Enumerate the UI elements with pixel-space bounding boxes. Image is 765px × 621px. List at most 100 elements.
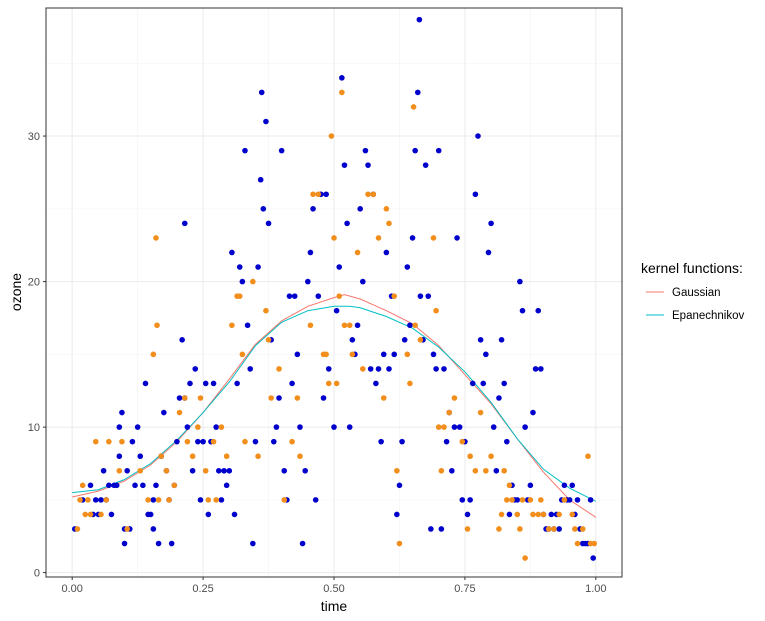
point-blue xyxy=(231,511,238,518)
point-blue xyxy=(375,366,382,372)
point-blue xyxy=(430,351,437,358)
point-blue xyxy=(210,380,217,387)
point-blue xyxy=(239,278,246,285)
point-blue xyxy=(336,264,343,270)
point-blue xyxy=(409,235,416,241)
point-orange xyxy=(281,497,288,503)
legend-label-epanechnikov: Epanechnikov xyxy=(672,310,744,322)
point-blue xyxy=(305,278,311,285)
point-orange xyxy=(189,453,196,460)
point-orange xyxy=(477,409,484,416)
point-blue xyxy=(425,293,432,299)
point-orange xyxy=(307,322,314,329)
point-orange xyxy=(591,540,598,547)
point-orange xyxy=(333,380,340,387)
point-orange xyxy=(441,424,447,430)
point-orange xyxy=(404,351,411,358)
point-blue xyxy=(416,16,423,23)
point-blue xyxy=(315,293,322,299)
point-blue xyxy=(289,380,295,387)
point-blue xyxy=(147,511,154,518)
point-orange xyxy=(451,395,458,401)
point-blue xyxy=(412,147,418,154)
point-blue xyxy=(574,497,581,503)
point-blue xyxy=(250,540,256,547)
y-tick-label: 10 xyxy=(28,422,40,434)
point-orange xyxy=(360,366,366,372)
point-blue xyxy=(116,453,123,460)
point-orange xyxy=(435,424,442,430)
point-blue xyxy=(339,75,345,81)
point-orange xyxy=(464,526,471,532)
point-orange xyxy=(210,438,217,445)
point-blue xyxy=(113,482,120,489)
point-blue xyxy=(325,366,332,372)
point-blue xyxy=(299,540,306,547)
point-orange xyxy=(509,497,515,503)
data-points xyxy=(72,16,598,561)
point-blue xyxy=(252,438,259,445)
point-orange xyxy=(92,438,99,445)
point-orange xyxy=(336,293,343,299)
point-orange xyxy=(98,511,104,518)
point-orange xyxy=(410,104,417,110)
point-blue xyxy=(116,424,123,430)
point-blue xyxy=(260,206,267,212)
point-blue xyxy=(394,511,400,518)
point-orange xyxy=(268,395,274,401)
point-orange xyxy=(579,526,586,532)
point-blue xyxy=(428,526,434,532)
point-blue xyxy=(401,336,408,343)
point-blue xyxy=(312,497,319,503)
point-orange xyxy=(328,133,335,139)
point-blue xyxy=(197,497,204,503)
point-orange xyxy=(239,351,246,358)
point-blue xyxy=(365,162,371,168)
point-blue xyxy=(483,351,489,358)
point-blue xyxy=(218,497,225,503)
point-orange xyxy=(527,497,534,503)
point-blue xyxy=(438,526,445,532)
point-blue xyxy=(433,366,439,372)
point-blue xyxy=(195,438,201,445)
point-orange xyxy=(205,497,212,503)
point-blue xyxy=(383,249,390,256)
point-orange xyxy=(504,497,510,503)
point-orange xyxy=(349,351,356,358)
point-orange xyxy=(556,511,562,518)
point-blue xyxy=(514,497,521,503)
point-orange xyxy=(250,278,256,285)
point-blue xyxy=(417,293,424,299)
point-blue xyxy=(129,438,136,445)
point-blue xyxy=(276,395,282,401)
point-orange xyxy=(158,453,164,460)
point-orange xyxy=(163,467,170,474)
point-blue xyxy=(532,366,539,372)
point-blue xyxy=(443,438,450,445)
point-blue xyxy=(174,438,180,445)
point-orange xyxy=(530,511,536,518)
point-blue xyxy=(124,467,130,474)
point-orange xyxy=(229,322,235,329)
point-blue xyxy=(200,438,206,445)
point-orange xyxy=(407,380,413,387)
x-axis-title: time xyxy=(321,598,348,614)
point-orange xyxy=(506,482,513,489)
point-orange xyxy=(370,191,377,198)
point-orange xyxy=(145,497,151,503)
point-orange xyxy=(171,482,178,489)
point-blue xyxy=(176,395,183,401)
point-blue xyxy=(367,366,374,372)
point-orange xyxy=(236,293,243,299)
point-orange xyxy=(213,497,219,503)
y-axis-title: ozone xyxy=(8,273,24,311)
point-blue xyxy=(257,176,264,183)
point-blue xyxy=(189,467,196,474)
point-orange xyxy=(383,206,390,212)
point-orange xyxy=(87,511,94,518)
point-orange xyxy=(501,467,507,474)
point-blue xyxy=(202,380,209,387)
point-blue xyxy=(504,438,510,445)
x-axis-ticks: 0.00 0.25 0.50 0.75 1.00 xyxy=(61,577,607,595)
point-blue xyxy=(331,424,337,430)
